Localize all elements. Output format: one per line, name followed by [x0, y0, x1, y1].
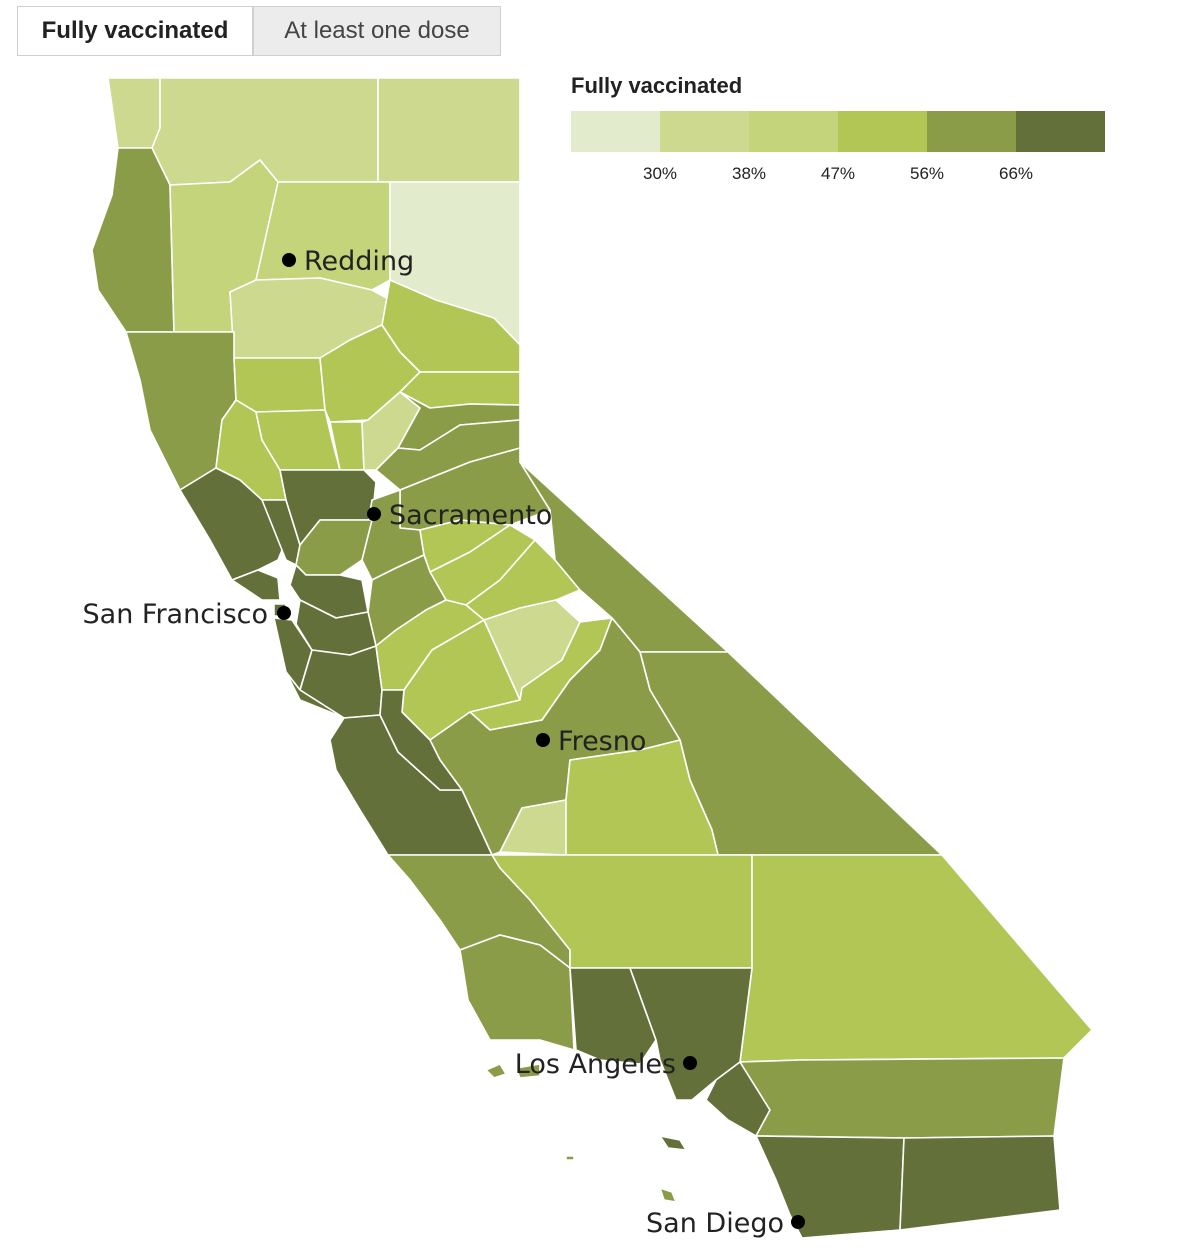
county-san-benito[interactable]	[379, 689, 463, 791]
channel-island-1	[485, 1063, 507, 1079]
county-marin[interactable]	[231, 569, 281, 601]
legend-tick-label: 56%	[909, 164, 945, 183]
channel-island-2	[515, 1063, 541, 1079]
city-label-sacramento: Sacramento	[389, 500, 552, 531]
county-santa-clara[interactable]	[299, 645, 383, 719]
channel-island-4	[659, 1187, 677, 1203]
tab-bar: Fully vaccinated At least one dose	[17, 6, 501, 58]
county-humboldt[interactable]	[91, 147, 175, 333]
legend-swatch-2	[660, 111, 749, 152]
legend-tick-label: 30%	[642, 164, 678, 183]
county-del-norte[interactable]	[107, 77, 161, 149]
legend-swatch-4	[838, 111, 927, 152]
san-diego-marker	[791, 1215, 805, 1229]
legend-tick-label: 66%	[998, 164, 1034, 183]
legend-swatch-6	[1016, 111, 1105, 152]
city-label-san-diego: San Diego	[646, 1208, 784, 1239]
legend-tick-label: 47%	[820, 164, 856, 183]
legend-swatch-5	[927, 111, 1016, 152]
redding-marker	[282, 253, 296, 267]
legend-swatch-3	[749, 111, 838, 152]
legend-swatch-1	[571, 111, 660, 152]
los-angeles-marker	[683, 1056, 697, 1070]
city-label-redding: Redding	[304, 246, 414, 277]
county-riverside[interactable]	[739, 1057, 1065, 1139]
tab-at-least-one-dose[interactable]: At least one dose	[253, 6, 501, 56]
county-modoc[interactable]	[377, 77, 521, 183]
channel-island-5	[565, 1155, 575, 1161]
legend-title: Fully vaccinated	[571, 73, 743, 98]
city-label-fresno: Fresno	[558, 726, 646, 757]
county-san-bernardino[interactable]	[739, 854, 1093, 1063]
county-santa-barbara[interactable]	[459, 934, 575, 1051]
county-imperial[interactable]	[899, 1135, 1061, 1231]
tab-fully-vaccinated[interactable]: Fully vaccinated	[17, 6, 253, 56]
san-francisco-marker	[277, 606, 291, 620]
city-label-los-angeles: Los Angeles	[515, 1049, 676, 1080]
county-santa-cruz[interactable]	[285, 671, 345, 719]
county-glenn[interactable]	[233, 357, 326, 413]
city-label-san-francisco: San Francisco	[83, 599, 268, 630]
channel-island-3	[659, 1135, 687, 1151]
sacramento-marker	[367, 507, 381, 521]
legend-tick-label: 38%	[731, 164, 767, 183]
legend-color-scale	[571, 111, 1105, 152]
fresno-marker	[536, 733, 550, 747]
county-los-angeles[interactable]	[629, 967, 753, 1101]
